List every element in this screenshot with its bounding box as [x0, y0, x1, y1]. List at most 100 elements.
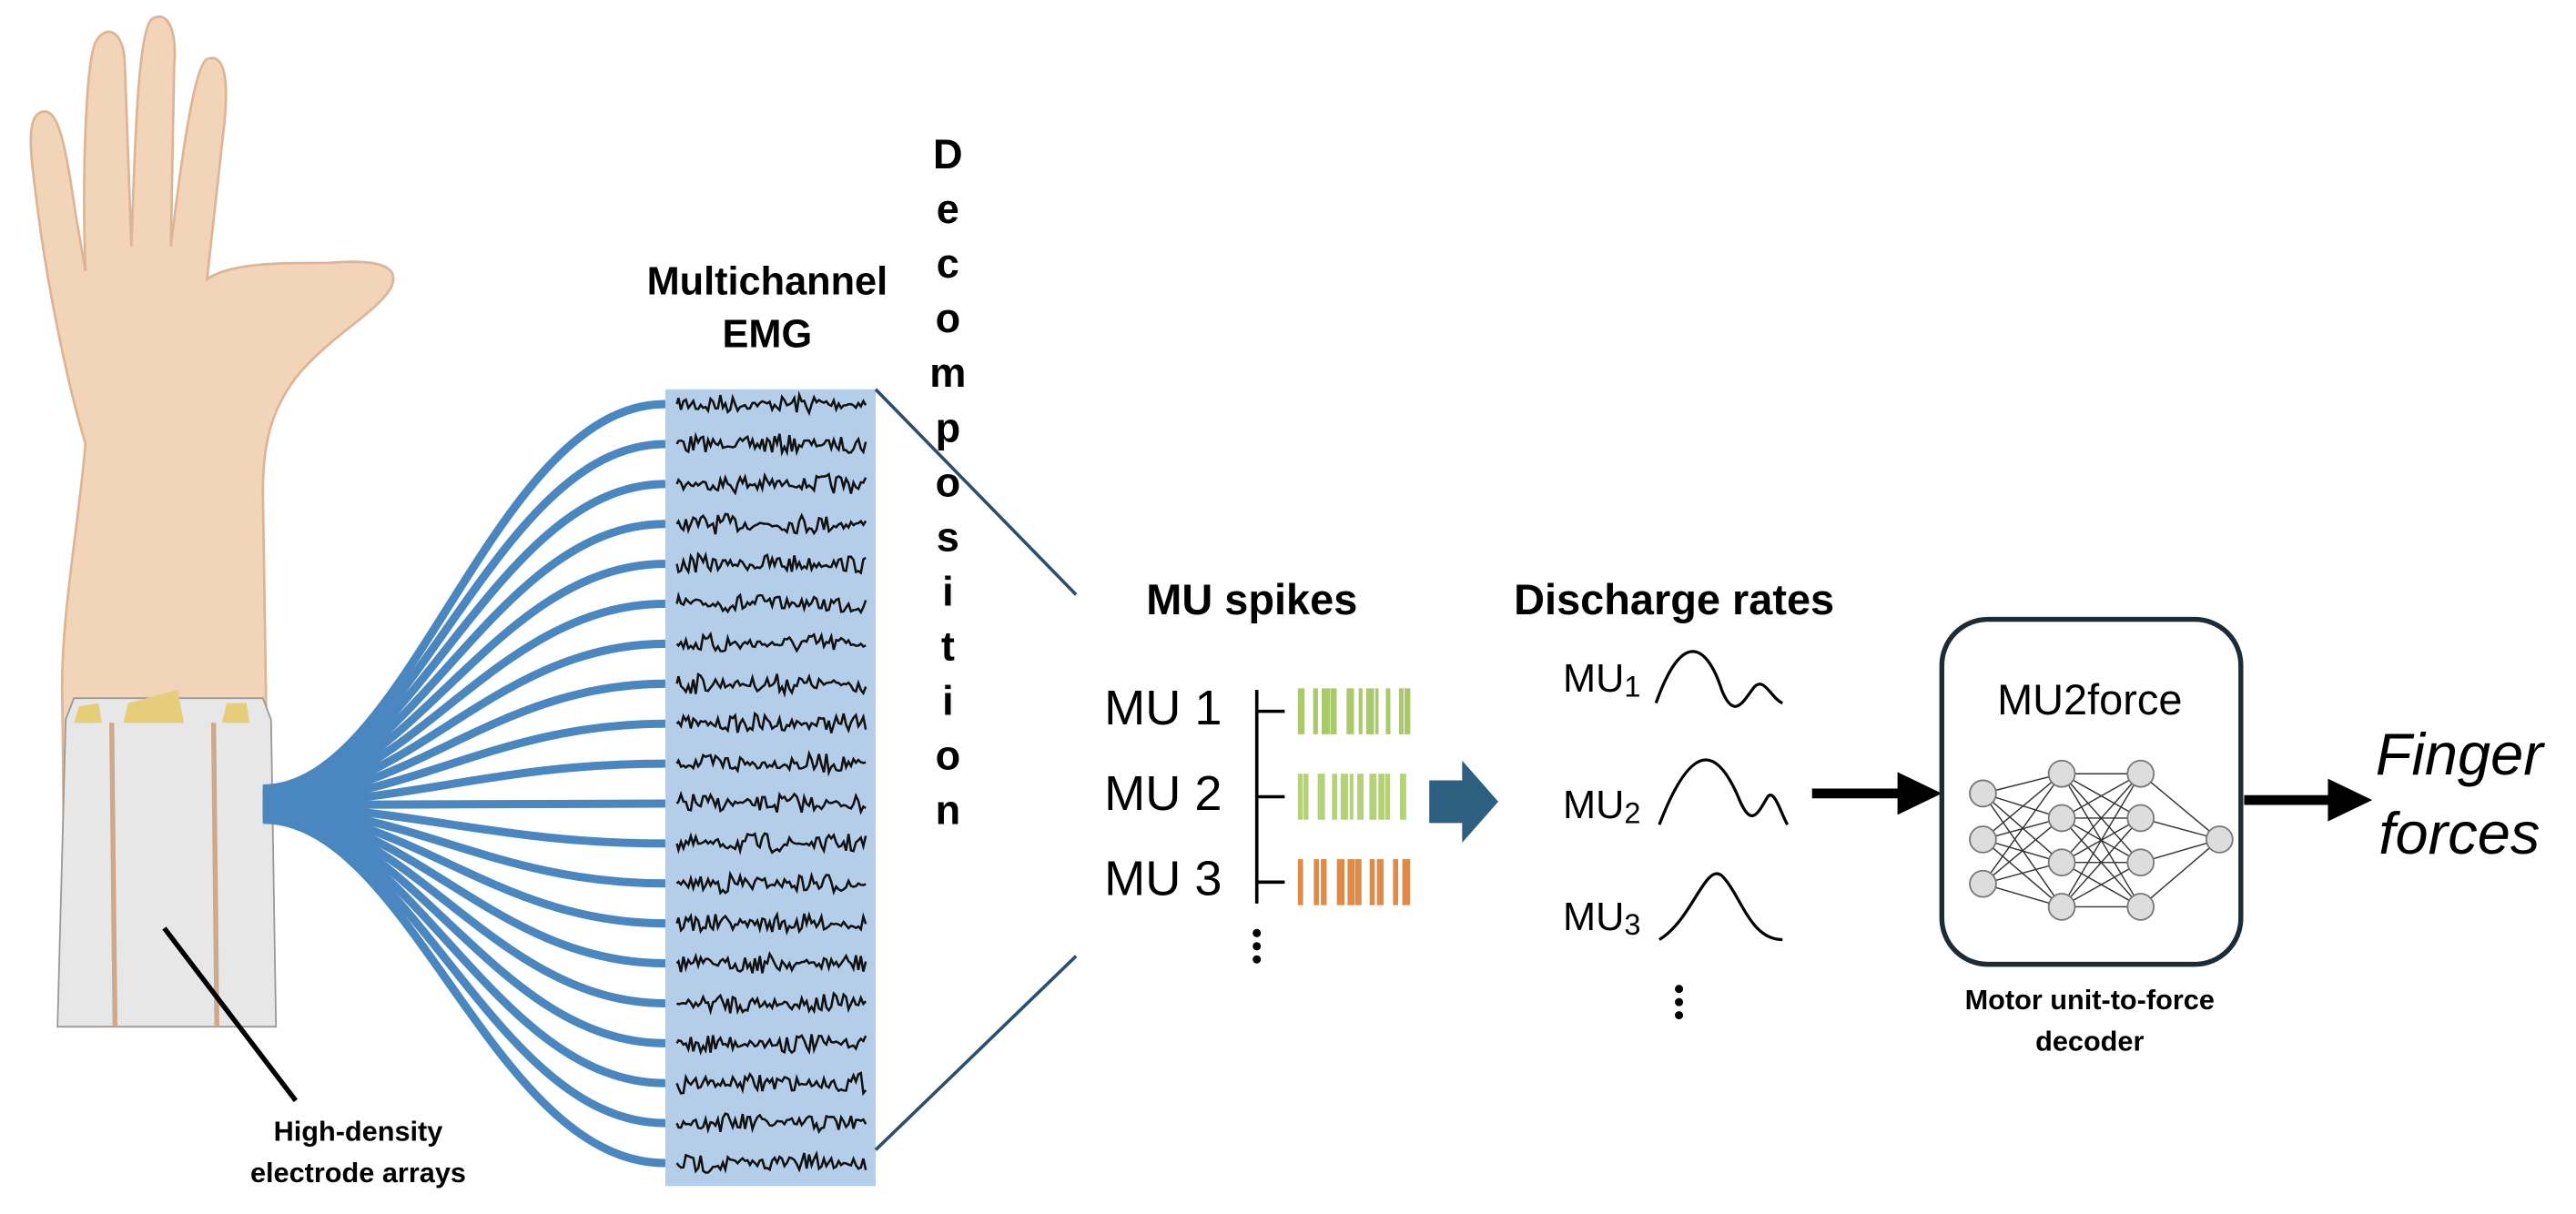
- ellipsis-dot: [1675, 997, 1684, 1007]
- nn-node: [2047, 893, 2076, 921]
- cable: [262, 480, 665, 796]
- emg-trace: [675, 711, 867, 733]
- ellipsis-dot: [1675, 1011, 1684, 1020]
- emg-trace: [675, 672, 867, 698]
- spike: [1317, 774, 1325, 820]
- nn-edge: [2140, 773, 2220, 840]
- spike: [1369, 859, 1375, 905]
- spike: [1303, 774, 1309, 820]
- nn-edge: [1982, 773, 2063, 885]
- spike: [1374, 688, 1379, 734]
- nn-node: [1969, 869, 1997, 898]
- nn-node: [2047, 848, 2076, 877]
- nn-node: [2126, 759, 2155, 788]
- spike: [1340, 774, 1348, 820]
- emg-trace: [675, 790, 867, 815]
- array-label: High-density: [274, 1116, 443, 1148]
- emg-trace: [675, 551, 867, 575]
- nn-node: [2126, 848, 2155, 877]
- spike: [1313, 688, 1318, 734]
- discharge-label: MU1: [1563, 658, 1640, 703]
- spike: [1376, 859, 1384, 905]
- spike: [1384, 774, 1391, 820]
- decoder-box: [1939, 616, 2244, 967]
- decoder-caption: Motor unit-to-force: [1965, 984, 2215, 1016]
- cable: [262, 520, 665, 798]
- ellipsis-dot: [1675, 985, 1684, 994]
- zoom-line: [874, 955, 1078, 1151]
- emg-trace: [675, 512, 867, 536]
- spike: [1393, 859, 1399, 905]
- spike: [1297, 688, 1305, 734]
- spike: [1322, 688, 1330, 734]
- spike: [1404, 688, 1411, 734]
- spike: [1347, 859, 1355, 905]
- nn-edge: [2061, 773, 2142, 819]
- rate-curve: [1658, 872, 1783, 942]
- nn-edge: [2140, 838, 2220, 907]
- ellipsis-dot: [1253, 928, 1262, 937]
- decoder-name: MU2force: [1997, 676, 2182, 723]
- emg-trace: [675, 431, 867, 457]
- decoder-caption: decoder: [2035, 1025, 2144, 1057]
- ellipsis-dot: [1253, 942, 1262, 951]
- output-label: forces: [2378, 800, 2540, 866]
- emg-trace: [675, 749, 867, 777]
- spike: [1346, 688, 1354, 734]
- emg-trace: [675, 870, 867, 896]
- spike: [1357, 774, 1364, 820]
- nn-node: [2047, 759, 2076, 788]
- spike: [1321, 859, 1327, 905]
- spike: [1369, 774, 1377, 820]
- emg-trace: [675, 591, 867, 615]
- spike: [1385, 688, 1391, 734]
- rate-curve: [1658, 758, 1790, 825]
- nn-node: [1969, 779, 1997, 808]
- emg-trace: [675, 832, 867, 855]
- emg-trace: [675, 911, 867, 936]
- spike: [1400, 774, 1406, 820]
- spike: [1398, 688, 1405, 734]
- spike: [1349, 774, 1354, 820]
- emg-trace: [675, 1034, 867, 1056]
- emg-trace: [675, 991, 867, 1016]
- mu-label: MU 2: [1104, 766, 1222, 821]
- emg-trace: [675, 471, 867, 496]
- spike: [1297, 859, 1303, 905]
- discharge-label: MU3: [1563, 895, 1640, 940]
- spike: [1330, 688, 1337, 734]
- cable: [262, 812, 665, 1088]
- emg-trace: [675, 951, 867, 974]
- emg-panel: [664, 389, 876, 1187]
- ellipsis-dot: [1253, 955, 1262, 964]
- discharge-label: MU2: [1563, 784, 1640, 829]
- nn-edge: [2061, 773, 2142, 907]
- flow-arrow: [1429, 760, 1499, 844]
- nn-node: [1969, 825, 1997, 854]
- nn-node: [2126, 893, 2155, 921]
- discharge-title: Discharge rates: [1514, 576, 1834, 623]
- emg-trace: [675, 631, 867, 653]
- spike: [1358, 688, 1363, 734]
- spike: [1354, 859, 1362, 905]
- cable: [262, 814, 665, 1128]
- spike: [1332, 774, 1337, 820]
- nn-edge: [2061, 817, 2142, 907]
- nn-node: [2206, 825, 2234, 854]
- nn-edge: [1982, 817, 2063, 885]
- spike: [1297, 774, 1303, 820]
- rate-curve: [1654, 650, 1784, 708]
- mu-label: MU 3: [1104, 852, 1222, 906]
- nn-edge: [2061, 862, 2142, 908]
- emg-title: Multichannel: [647, 260, 888, 304]
- emg-trace: [675, 390, 867, 417]
- array-label: electrode arrays: [250, 1157, 466, 1189]
- nn-edge: [1982, 773, 2063, 840]
- nn-edge: [2061, 773, 2142, 864]
- nn-node: [2047, 804, 2076, 833]
- flow-arrow: [2328, 778, 2373, 822]
- spike: [1336, 859, 1345, 905]
- spike: [1313, 859, 1319, 905]
- output-label: Finger: [2376, 721, 2546, 787]
